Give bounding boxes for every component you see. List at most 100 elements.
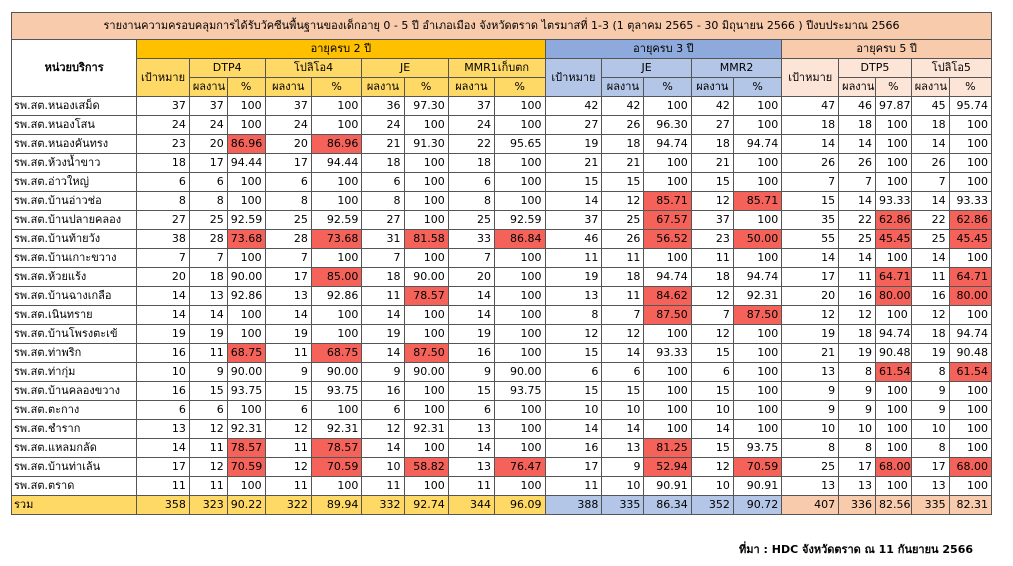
mmr1-result-cell: 18 [447, 153, 496, 173]
polio4-result-cell: 8 [264, 191, 312, 211]
polio5-result-cell: 11 [910, 267, 950, 287]
je3-result-cell: 10 [601, 400, 645, 420]
polio5-percent-cell: 68.00 [948, 457, 993, 477]
dtp4-result-cell: 11 [188, 438, 228, 458]
dtp4-percent-cell: 93.75 [226, 381, 266, 401]
je2-percent-cell: 78.57 [403, 286, 449, 306]
percent-header: % [874, 77, 912, 97]
mmr2-result-cell: 18 [690, 134, 734, 154]
unit-name-cell: รพ.สต.แหลมกลัด [10, 438, 138, 458]
table-row: รพ.สต.หนองคันทรง 23 20 86.96 20 86.96 21 91.30 2… [10, 134, 993, 154]
age5-target-cell: 21 [781, 343, 840, 363]
polio4-percent-cell: 90.00 [310, 362, 363, 382]
dtp4-header: DTP4 [188, 58, 266, 78]
age3-target-cell: 14 [544, 191, 603, 211]
dtp4-percent-cell: 100 [226, 115, 266, 135]
mmr2-result-cell: 12 [690, 324, 734, 344]
polio5-result-cell: 12 [910, 305, 950, 325]
je2-percent-cell: 100 [403, 476, 449, 496]
table-row: รพ.สต.หนองเสม็ด 37 37 100 37 100 36 97.30 37 100 4… [10, 96, 993, 116]
percent-header: % [310, 77, 363, 97]
mmr2-percent-cell: 90.91 [732, 476, 783, 496]
je3-percent-cell: 100 [643, 381, 692, 401]
polio4-percent-cell: 94.44 [310, 153, 363, 173]
je3-result-cell: 12 [601, 324, 645, 344]
age2-target-cell: 6 [136, 172, 190, 192]
dtp5-result-cell: 18 [838, 324, 876, 344]
je3-result-cell: 12 [601, 191, 645, 211]
polio5-percent-cell: 95.74 [948, 96, 993, 116]
mmr2-header: MMR2 [690, 58, 783, 78]
dtp4-percent-cell: 100 [226, 248, 266, 268]
polio5-result-cell: 14 [910, 248, 950, 268]
je3-result-cell: 15 [601, 381, 645, 401]
mmr1-result-cell: 8 [447, 191, 496, 211]
table-row: รพ.สต.เนินทราย 14 14 100 14 100 14 100 14 100 8 7 87… [10, 305, 993, 325]
age2-target-cell: 19 [136, 324, 190, 344]
mmr1-percent-cell: 93.75 [494, 381, 546, 401]
table-row: รพ.สต.ชำราก 13 12 92.31 12 92.31 12 92.31 13 100 1… [10, 419, 993, 439]
je3-percent-cell: 100 [643, 324, 692, 344]
polio4-result-cell: 17 [264, 153, 312, 173]
dtp5-result-cell: 9 [838, 381, 876, 401]
polio4-percent-cell: 100 [310, 248, 363, 268]
je2-result-cell: 6 [361, 172, 405, 192]
je2-percent-cell: 100 [403, 191, 449, 211]
mmr1-percent-cell: 96.09 [494, 495, 546, 515]
age3-target-cell: 16 [544, 438, 603, 458]
result-header: ผลงาน [838, 77, 876, 97]
je3-result-cell: 14 [601, 343, 645, 363]
je3-result-cell: 42 [601, 96, 645, 116]
mmr2-percent-cell: 85.71 [732, 191, 783, 211]
unit-name-cell: รพ.สต.ตราด [10, 476, 138, 496]
result-header: ผลงาน [447, 77, 496, 97]
mmr1-percent-cell: 100 [494, 248, 546, 268]
dtp5-percent-cell: 100 [874, 172, 912, 192]
age5-target-cell: 55 [781, 229, 840, 249]
je2-result-cell: 11 [361, 286, 405, 306]
unit-header: หน่วยบริการ [10, 39, 138, 97]
table-row: รพ.สต.ท่ากุ่ม 10 9 90.00 9 90.00 9 90.00 9 90.00 6… [10, 362, 993, 382]
polio5-percent-cell: 100 [948, 134, 993, 154]
je3-result-cell: 7 [601, 305, 645, 325]
je2-result-cell: 11 [361, 476, 405, 496]
dtp4-percent-cell: 100 [226, 400, 266, 420]
je2-percent-cell: 100 [403, 381, 449, 401]
mmr1-result-cell: 33 [447, 229, 496, 249]
dtp5-percent-cell: 100 [874, 381, 912, 401]
mmr1-result-cell: 14 [447, 305, 496, 325]
age2-target-cell: 16 [136, 381, 190, 401]
percent-header: % [732, 77, 783, 97]
unit-name-cell: รพ.สต.ชำราก [10, 419, 138, 439]
polio5-percent-cell: 93.33 [948, 191, 993, 211]
mmr2-percent-cell: 100 [732, 343, 783, 363]
je3-percent-cell: 100 [643, 153, 692, 173]
table-row: รพ.สต.บ้านคลองขวาง 16 15 93.75 15 93.75 16 100 1… [10, 381, 993, 401]
je3-percent-cell: 90.91 [643, 476, 692, 496]
dtp5-percent-cell: 100 [874, 305, 912, 325]
mmr2-result-cell: 10 [690, 476, 734, 496]
age5-target-cell: 12 [781, 305, 840, 325]
polio4-percent-cell: 100 [310, 172, 363, 192]
age5-target-cell: 20 [781, 286, 840, 306]
dtp5-result-cell: 26 [838, 153, 876, 173]
je3-result-cell: 335 [601, 495, 645, 515]
polio4-percent-cell: 92.59 [310, 210, 363, 230]
je2-result-cell: 14 [361, 438, 405, 458]
je2-percent-cell: 81.58 [403, 229, 449, 249]
age5-target-cell: 8 [781, 438, 840, 458]
table-row: รพ.สต.บ้านอ่าวช่อ 8 8 100 8 100 8 100 8 100 14 12 85… [10, 191, 993, 211]
mmr2-result-cell: 15 [690, 438, 734, 458]
age3-target-cell: 11 [544, 476, 603, 496]
polio5-header: โปลิโอ5 [910, 58, 993, 78]
polio4-percent-cell: 92.31 [310, 419, 363, 439]
table-row: รพ.สต.ห้วยแร้ง 20 18 90.00 17 85.00 18 90.00 20 1… [10, 267, 993, 287]
je3-percent-cell: 100 [643, 419, 692, 439]
percent-header: % [948, 77, 993, 97]
dtp5-percent-cell: 45.45 [874, 229, 912, 249]
polio5-result-cell: 22 [910, 210, 950, 230]
je3-result-cell: 25 [601, 210, 645, 230]
table-row: รพ.สต.บ้านฉางเกลือ 14 13 92.86 13 92.86 11 78.5… [10, 286, 993, 306]
age3-target-cell: 42 [544, 96, 603, 116]
mmr2-percent-cell: 50.00 [732, 229, 783, 249]
